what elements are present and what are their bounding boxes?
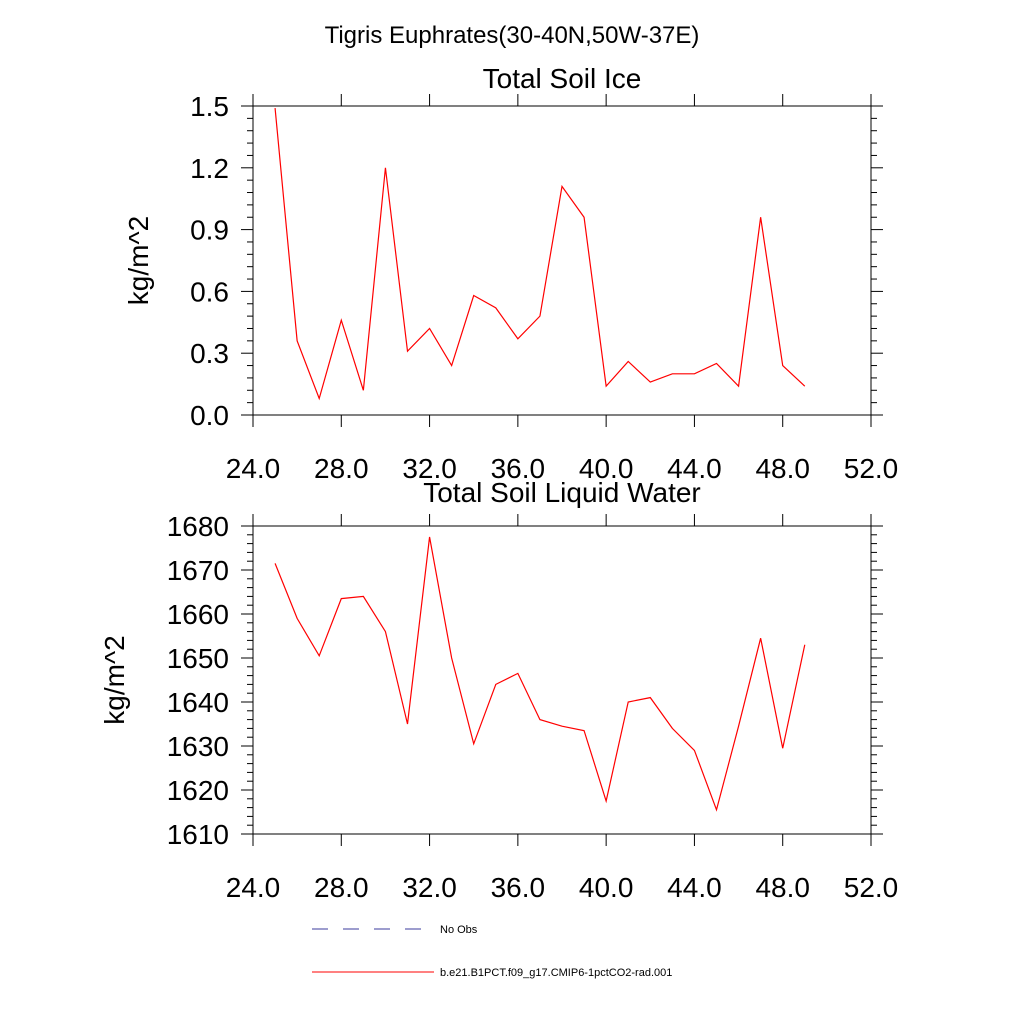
y-tick-label: 1630 xyxy=(167,731,229,762)
plot-frame xyxy=(252,525,872,835)
chart-panel-total-soil-ice: Total Soil Ice kg/m^2 24.0 28.0 32.0 36.0 40.0… xyxy=(123,63,898,484)
x-tick-label: 24.0 xyxy=(226,872,281,903)
y-tick-label: 1610 xyxy=(167,819,229,850)
series-line xyxy=(274,108,806,401)
legend: No Obs b.e21.B1PCT.f09_g17.CMIP6-1pctCO2-… xyxy=(312,924,672,979)
y-tick-label: 1650 xyxy=(167,643,229,674)
y-tick-label: 1680 xyxy=(167,511,229,542)
x-tick-label: 48.0 xyxy=(755,872,810,903)
chart-panel-total-soil-liquid-water: Total Soil Liquid Water kg/m^2 24.0 28.0 32.… xyxy=(99,477,898,903)
legend-label: No Obs xyxy=(440,924,478,936)
chart-title: Total Soil Liquid Water xyxy=(423,477,701,508)
x-tick-label: 52.0 xyxy=(844,453,899,484)
figure-suptitle: Tigris Euphrates(30-40N,50W-37E) xyxy=(325,22,700,49)
x-tick-label: 48.0 xyxy=(755,453,810,484)
y-tick-label: 0.3 xyxy=(190,338,229,369)
x-tick-label: 40.0 xyxy=(579,872,634,903)
y-tick-label: 0.9 xyxy=(190,215,229,246)
y-tick-label: 0.6 xyxy=(190,276,229,307)
x-tick-label: 32.0 xyxy=(402,872,457,903)
y-tick-label: 1660 xyxy=(167,599,229,630)
x-tick-label: 52.0 xyxy=(844,872,899,903)
x-tick-label: 44.0 xyxy=(667,453,722,484)
x-tick-label: 44.0 xyxy=(667,872,722,903)
y-tick-label: 1.2 xyxy=(190,153,229,184)
chart-title: Total Soil Ice xyxy=(483,63,642,94)
x-tick-label: 36.0 xyxy=(491,872,546,903)
y-tick-label: 0.0 xyxy=(190,400,229,431)
x-tick-label: 36.0 xyxy=(491,453,546,484)
x-tick-label: 28.0 xyxy=(314,872,369,903)
x-tick-label: 32.0 xyxy=(402,453,457,484)
y-axis-label: kg/m^2 xyxy=(123,216,154,305)
series-line xyxy=(274,536,806,812)
y-tick-label: 1620 xyxy=(167,775,229,806)
x-tick-label: 40.0 xyxy=(579,453,634,484)
x-tick-label: 28.0 xyxy=(314,453,369,484)
legend-label: b.e21.B1PCT.f09_g17.CMIP6-1pctCO2-rad.00… xyxy=(440,967,672,979)
y-tick-label: 1.5 xyxy=(190,91,229,122)
y-axis-label: kg/m^2 xyxy=(99,635,130,724)
plot-frame xyxy=(252,105,872,416)
x-tick-label: 24.0 xyxy=(226,453,281,484)
y-tick-label: 1640 xyxy=(167,687,229,718)
y-tick-label: 1670 xyxy=(167,555,229,586)
